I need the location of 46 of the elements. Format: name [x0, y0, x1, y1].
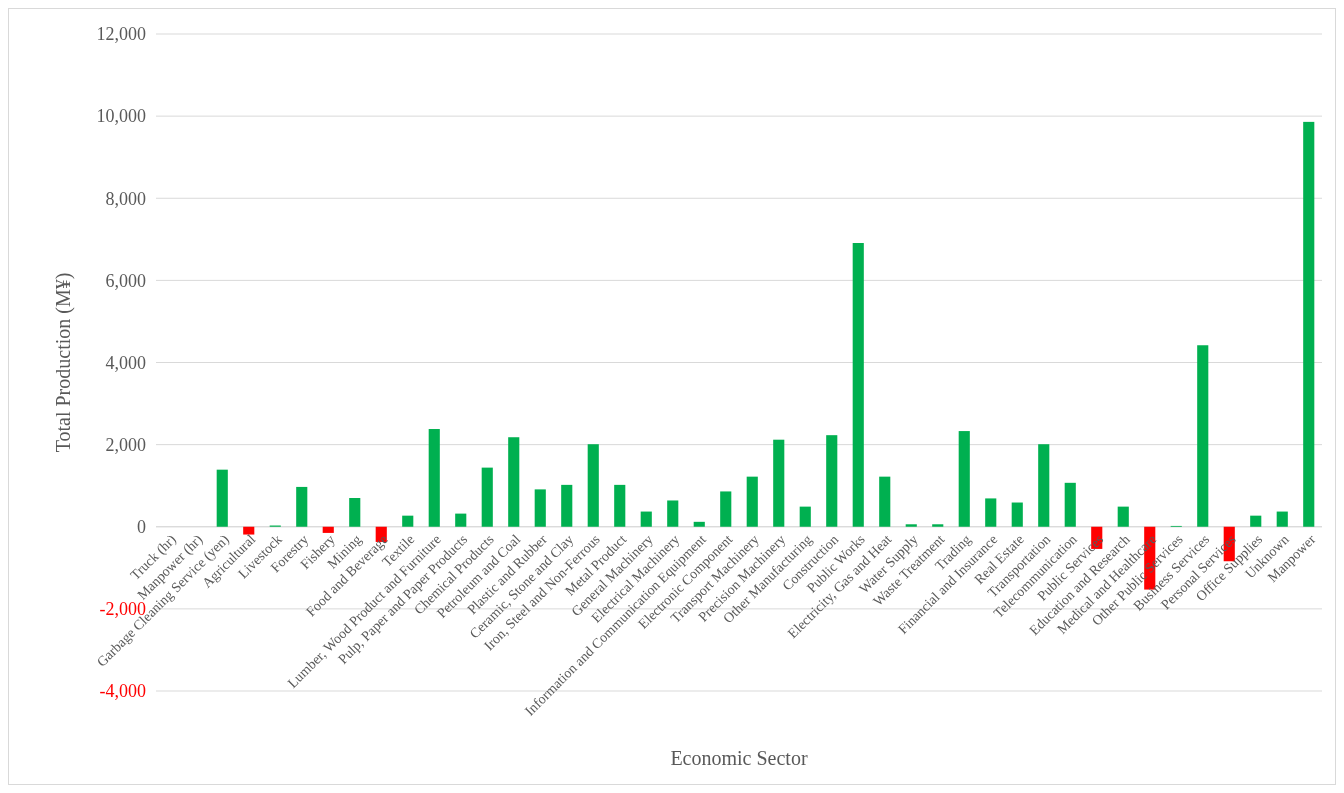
bar [296, 486, 308, 527]
bar [243, 526, 255, 535]
y-tick-label: -4,000 [99, 681, 146, 702]
bar [826, 435, 838, 527]
bar [587, 444, 599, 527]
bar [746, 476, 758, 527]
bar [1276, 511, 1288, 527]
y-tick-label: 2,000 [105, 434, 146, 455]
bar [1197, 345, 1209, 527]
bar [720, 491, 732, 527]
bar [905, 524, 917, 527]
y-tick-label: 0 [137, 517, 146, 538]
bar [1011, 502, 1023, 527]
bar [455, 513, 467, 527]
bar [1038, 444, 1050, 527]
bar [693, 521, 705, 527]
bar [879, 476, 891, 527]
bar [402, 515, 414, 527]
bar [561, 484, 573, 527]
bar [773, 439, 785, 527]
bar [667, 500, 679, 527]
bar [1303, 121, 1315, 527]
bar [1117, 506, 1129, 527]
bar [852, 243, 864, 527]
y-tick-label: 8,000 [105, 188, 146, 209]
x-axis-title: Economic Sector [670, 747, 808, 769]
y-tick-label: 4,000 [105, 352, 146, 373]
bar [428, 429, 440, 527]
bar [985, 498, 997, 527]
bar [932, 524, 944, 527]
bar [640, 511, 652, 527]
bar [799, 506, 811, 527]
bar [216, 469, 228, 527]
bar [508, 437, 520, 527]
bar [958, 431, 970, 527]
y-tick-label: 12,000 [96, 24, 146, 45]
bar [614, 484, 626, 527]
bar [349, 498, 361, 527]
bar [481, 467, 493, 527]
bar [322, 526, 334, 533]
y-axis-title: Total Production (M¥) [52, 272, 75, 453]
y-tick-label: 6,000 [105, 270, 146, 291]
bar [1250, 515, 1262, 527]
y-tick-label: 10,000 [96, 106, 146, 127]
bar [534, 489, 546, 527]
bar [1064, 482, 1076, 527]
